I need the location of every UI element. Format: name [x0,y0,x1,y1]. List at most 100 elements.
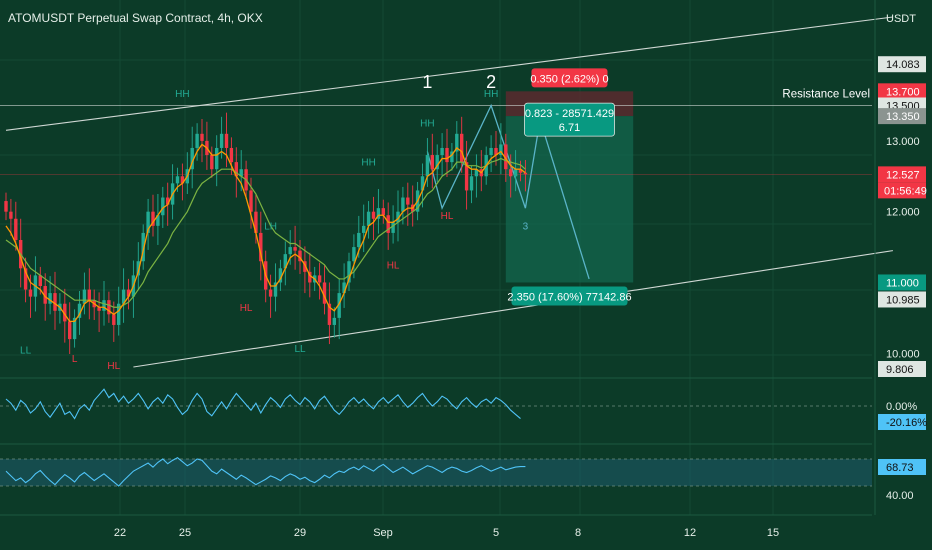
candle-body [278,268,283,283]
y-tick-label: 12.000 [886,207,920,219]
x-tick-label: 22 [114,527,126,539]
resistance-label: Resistance Level [782,88,870,100]
oscillators [0,377,872,516]
candle-body [494,147,498,156]
candle-body [180,176,185,184]
wave-label: 2 [486,72,496,92]
oscillator-1-line [5,388,521,420]
time-axis[interactable]: 22 25 29 Sep 5 8 12 15 [114,527,779,539]
x-tick-label: 29 [294,527,306,539]
price-label: 13.700 [886,86,920,98]
candle-body [322,282,327,304]
candle-body [107,300,111,315]
candle-body [386,215,390,233]
x-tick-label: 12 [684,527,696,539]
candle-body [396,211,400,223]
candle-body [200,133,204,141]
oscillator-2-value: 68.73 [886,462,914,474]
candle-body [175,176,180,184]
candle-body [219,133,224,148]
candle-body [376,208,381,219]
price-label-bg [878,166,926,183]
price-label-bg [878,274,926,291]
swing-label: HH [175,89,189,100]
candle-body [249,190,253,212]
candle-body [234,162,238,177]
candle-body [381,208,385,216]
candle-body [126,289,131,297]
candle-body [273,282,278,297]
wave-label: 1 [422,72,432,92]
ma-slow-line [5,157,526,308]
swing-label: LL [20,345,32,356]
candle-body [337,293,341,318]
price-label-bg [878,361,926,377]
candle-body [469,176,474,191]
chart-title: ATOMUSDT Perpetual Swap Contract, 4h, OK… [8,11,263,25]
candle-body [82,289,87,304]
candle-body [509,169,513,177]
candle-body [460,133,464,163]
candle-body [63,303,67,322]
candle-body [455,133,459,152]
candle-body [23,268,28,290]
candle-body [195,133,199,148]
candle-body [283,254,287,269]
price-axis[interactable]: USDT13.00012.00010.00014.08313.70013.500… [874,0,927,515]
candle-body [141,232,145,262]
candle-body [254,211,258,233]
candle-body [317,275,322,283]
swing-labels: LLLHLHHHLLHLLHHHLHHHLHH1235 [20,72,592,372]
swing-label: LL [294,344,306,355]
candle-body [259,232,263,262]
target-badge-label: 2.350 (17.60%) 77142.86 [507,291,631,303]
candle-body [136,261,140,276]
price-label-bg [878,56,926,73]
moving-averages [5,143,526,323]
stop-badge-label: 0.350 (2.62%) 0 [530,73,608,85]
candle-body [77,303,82,318]
candle-body [151,211,155,226]
candle-body [97,307,101,311]
candle-body [518,169,523,173]
candle-body [298,250,302,262]
candle-body [102,300,106,311]
candle-body [435,155,439,170]
candle-body [146,211,150,233]
swing-label: HL [441,211,454,222]
swing-label: LH [264,221,277,232]
channel-upper-line [5,16,893,131]
candle-body [215,147,219,170]
candle-body [308,271,312,283]
candle-body [303,261,307,272]
candle-body [43,286,47,304]
candle-body [190,147,194,170]
price-label: 10.985 [886,294,920,306]
candle-body [224,133,229,148]
x-tick-label: 8 [575,527,581,539]
target-badge-bg [511,286,628,306]
candle-body [513,169,518,177]
price-label: 14.083 [886,59,920,71]
candle-body [121,289,126,304]
candle-body [68,321,72,340]
wave-label: 3 [523,221,529,232]
candle-body [425,155,430,177]
oscillator-2-band [0,459,872,486]
candle-body [210,155,214,170]
candle-body [474,169,479,177]
stop-badge-bg [531,68,608,88]
candle-body [366,211,371,226]
drawings[interactable]: Resistance Level [0,16,893,368]
swing-label: HH [420,119,434,130]
price-label: 13.350 [886,111,920,123]
candle-body [504,144,508,170]
candle-body [229,147,234,163]
candle-body [14,218,18,240]
candle-body [489,147,493,156]
wave-projection [426,103,590,280]
swing-label: HH [484,89,498,100]
